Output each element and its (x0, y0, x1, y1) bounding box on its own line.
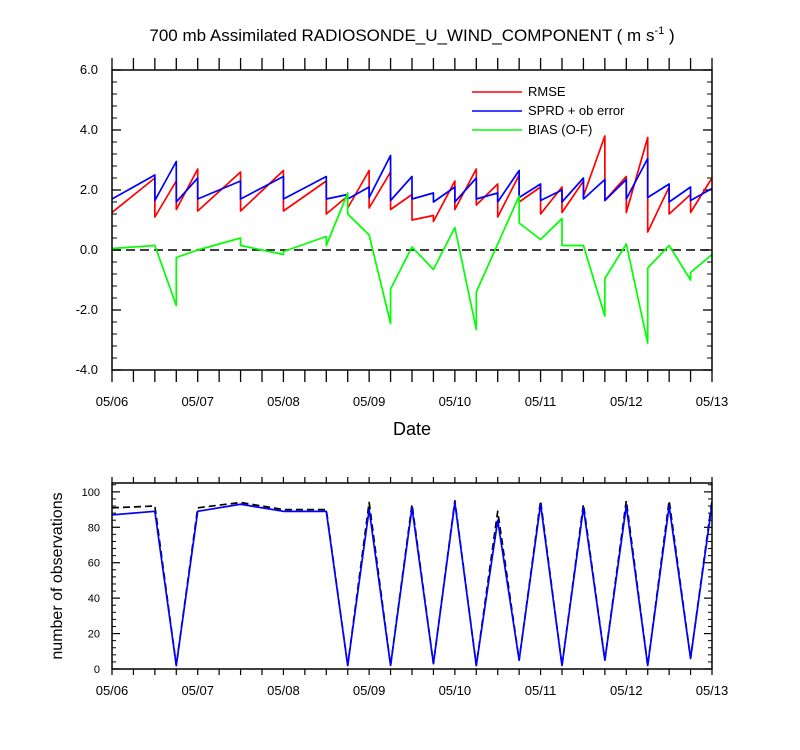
bottom-xtick-label: 05/08 (267, 683, 300, 698)
series-obs-possible-line (112, 499, 712, 667)
top-xtick-label: 05/06 (96, 394, 129, 409)
bottom-tick-marks (111, 477, 713, 675)
top-ytick-label: 6.0 (80, 62, 98, 77)
bottom-xtick-label: 05/11 (525, 683, 557, 698)
series-sprd-line (112, 154, 712, 203)
bottom-y-tick-labels: 100 80 60 40 20 0 (82, 487, 100, 676)
top-ytick-label: 0.0 (80, 242, 98, 257)
top-xtick-label: 05/07 (181, 394, 214, 409)
series-bias-line (112, 192, 712, 344)
y-axis-label-observations: number of observations (49, 492, 66, 659)
bottom-xtick-label: 05/13 (696, 683, 729, 698)
top-plot: 6.04.02.00.0-2.0-4.0 05/06 05/07 05/08 05/0… (76, 58, 729, 439)
bottom-ytick-label: 100 (82, 487, 100, 499)
bottom-ytick-label: 80 (88, 522, 100, 534)
bottom-plot-frame (111, 482, 713, 670)
legend-label-bias: BIAS (O-F) (528, 122, 592, 137)
legend: RMSE SPRD + ob error BIAS (O-F) (472, 84, 625, 137)
top-ytick-label: -4.0 (76, 362, 98, 377)
bottom-ytick-label: 20 (88, 629, 100, 641)
top-xtick-label: 05/13 (696, 394, 729, 409)
legend-label-rmse: RMSE (528, 84, 566, 99)
bottom-xtick-label: 05/12 (610, 683, 643, 698)
bottom-x-tick-labels: 05/06 05/07 05/08 05/09 05/10 05/11 05/12 05/13 (96, 683, 729, 698)
top-xtick-label: 05/11 (525, 394, 557, 409)
bottom-ytick-label: 60 (88, 558, 100, 570)
bottom-ytick-label: 0 (94, 664, 100, 676)
bottom-xtick-label: 05/10 (439, 683, 472, 698)
top-xtick-label: 05/12 (610, 394, 643, 409)
bottom-xtick-label: 05/09 (353, 683, 386, 698)
top-xtick-label: 05/08 (267, 394, 300, 409)
top-ytick-label: 2.0 (80, 182, 98, 197)
top-y-tick-labels: 6.0 4.0 2.0 0.0 -2.0 -4.0 (76, 62, 98, 377)
top-xtick-label: 05/10 (439, 394, 472, 409)
chart-title: 700 mb Assimilated RADIOSONDE_U_WIND_COM… (149, 25, 674, 45)
series-obs-used-line (112, 501, 712, 667)
x-axis-label: Date (393, 419, 431, 439)
bottom-xtick-label: 05/06 (96, 683, 129, 698)
bottom-xtick-label: 05/07 (181, 683, 214, 698)
top-x-tick-labels: 05/06 05/07 05/08 05/09 05/10 05/11 05/12 05/13 (96, 394, 729, 409)
bottom-series-group (112, 499, 712, 667)
title-tail: ) (664, 26, 674, 45)
title-units-sup: -1 (654, 25, 664, 37)
top-xtick-label: 05/09 (353, 394, 386, 409)
top-series-group (112, 135, 712, 344)
bottom-ytick-label: 40 (88, 593, 100, 605)
legend-label-sprd: SPRD + ob error (528, 103, 625, 118)
top-ytick-label: -2.0 (76, 302, 98, 317)
top-plot-frame (111, 69, 713, 371)
top-ytick-label: 4.0 (80, 122, 98, 137)
